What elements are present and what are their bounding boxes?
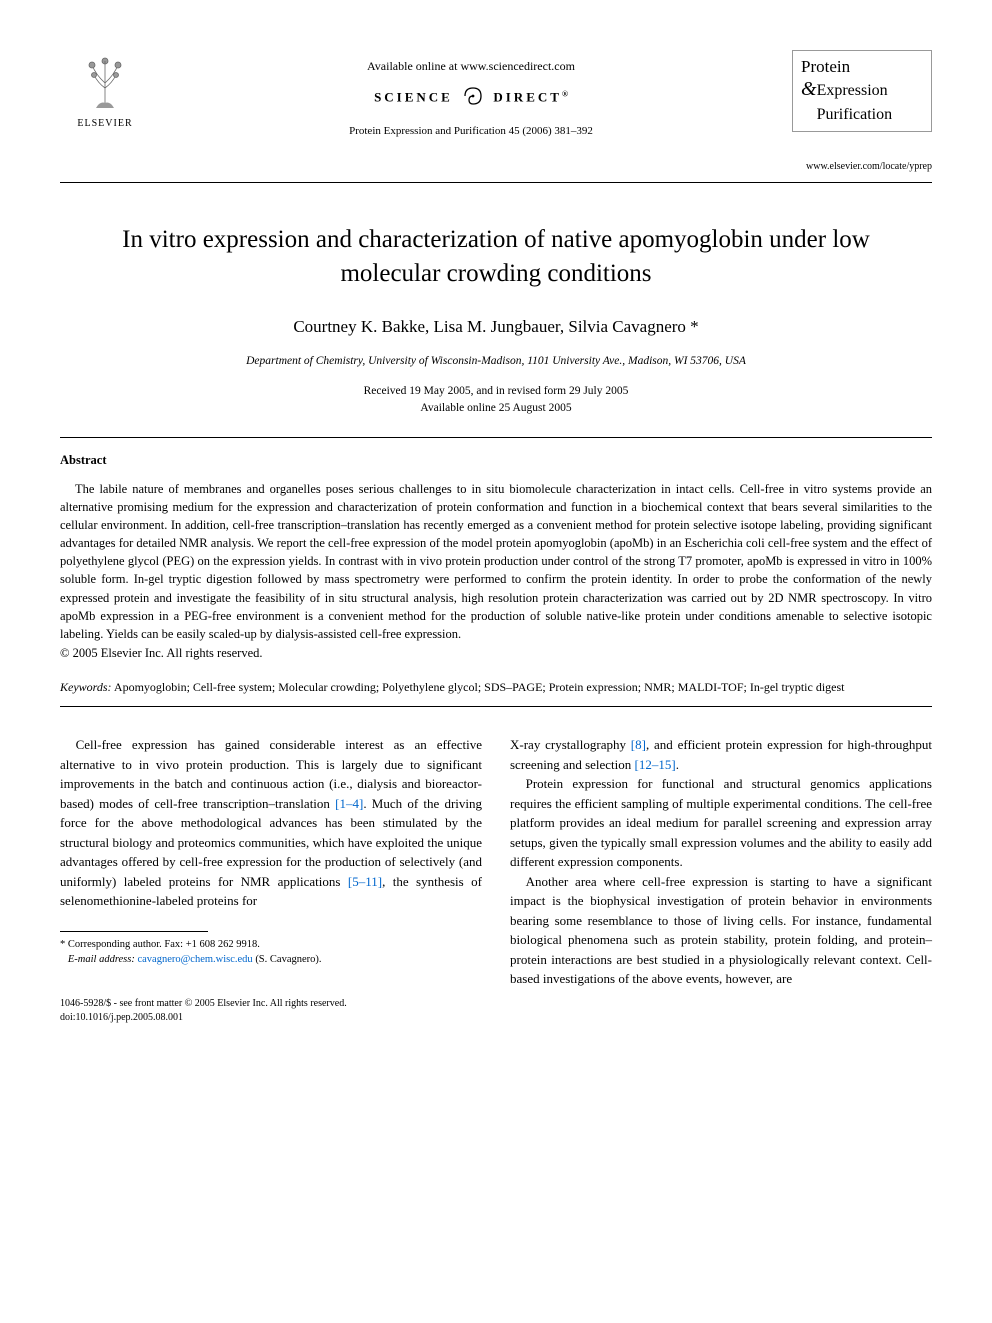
abstract-rule xyxy=(60,706,932,707)
footer-line1: 1046-5928/$ - see front matter © 2005 El… xyxy=(60,997,482,1011)
header-center: Available online at www.sciencedirect.co… xyxy=(150,50,792,139)
footer-meta: 1046-5928/$ - see front matter © 2005 El… xyxy=(60,997,482,1025)
journal-url: www.elsevier.com/locate/yprep xyxy=(792,160,932,174)
email-suffix: (S. Cavagnero). xyxy=(253,954,322,965)
journal-title-box-wrapper: Protein &Expression &Purification www.el… xyxy=(792,50,932,174)
keywords-label: Keywords: xyxy=(60,680,112,694)
ref-link-5-11[interactable]: [5–11] xyxy=(348,874,382,889)
sd-left: SCIENCE xyxy=(374,89,453,104)
sd-swirl-icon xyxy=(459,85,487,112)
col1-para1: Cell-free expression has gained consider… xyxy=(60,735,482,911)
article-dates: Received 19 May 2005, and in revised for… xyxy=(60,383,932,418)
publisher-name: ELSEVIER xyxy=(77,117,132,131)
col2-para3: Another area where cell-free expression … xyxy=(510,872,932,989)
column-left: Cell-free expression has gained consider… xyxy=(60,735,482,1025)
journal-title-box: Protein &Expression &Purification xyxy=(792,50,932,132)
sd-right: DIRECT xyxy=(493,89,562,104)
journal-line2: &Expression xyxy=(801,77,923,101)
col2-para1: X-ray crystallography [8], and efficient… xyxy=(510,735,932,774)
journal-line3: &Purification xyxy=(801,101,923,125)
corresponding-author-footnote: * Corresponding author. Fax: +1 608 262 … xyxy=(60,938,482,967)
date-received: Received 19 May 2005, and in revised for… xyxy=(60,383,932,400)
journal-header: ELSEVIER Available online at www.science… xyxy=(60,50,932,174)
footnote-corr: * Corresponding author. Fax: +1 608 262 … xyxy=(60,938,482,953)
email-label: E-mail address: xyxy=(68,954,135,965)
column-right: X-ray crystallography [8], and efficient… xyxy=(510,735,932,1025)
article-title: In vitro expression and characterization… xyxy=(90,223,902,291)
available-online-text: Available online at www.sciencedirect.co… xyxy=(150,58,792,75)
abstract-label: Abstract xyxy=(60,452,932,470)
keywords: Keywords: Apomyoglobin; Cell-free system… xyxy=(60,678,932,696)
header-rule xyxy=(60,182,932,183)
email-link[interactable]: cavagnero@chem.wisc.edu xyxy=(137,954,252,965)
ref-link-8[interactable]: [8] xyxy=(631,737,646,752)
abstract-copyright: © 2005 Elsevier Inc. All rights reserved… xyxy=(60,645,932,663)
publisher-logo: ELSEVIER xyxy=(60,50,150,131)
footer-doi: doi:10.1016/j.pep.2005.08.001 xyxy=(60,1011,482,1025)
abstract-text: The labile nature of membranes and organ… xyxy=(60,480,932,643)
abstract-section: Abstract The labile nature of membranes … xyxy=(60,452,932,662)
body-columns: Cell-free expression has gained consider… xyxy=(60,735,932,1025)
date-online: Available online 25 August 2005 xyxy=(60,400,932,417)
title-rule xyxy=(60,437,932,438)
ref-link-12-15[interactable]: [12–15] xyxy=(635,757,676,772)
footnote-email-line: E-mail address: cavagnero@chem.wisc.edu … xyxy=(60,953,482,968)
affiliation: Department of Chemistry, University of W… xyxy=(60,353,932,369)
elsevier-tree-icon xyxy=(75,50,135,115)
ref-link-1-4[interactable]: [1–4] xyxy=(335,796,363,811)
journal-line1: Protein xyxy=(801,57,923,77)
journal-reference: Protein Expression and Purification 45 (… xyxy=(150,124,792,139)
authors: Courtney K. Bakke, Lisa M. Jungbauer, Si… xyxy=(60,315,932,339)
science-direct-logo: SCIENCE DIRECT® xyxy=(150,85,792,112)
keywords-text: Apomyoglobin; Cell-free system; Molecula… xyxy=(112,680,845,694)
col2-para2: Protein expression for functional and st… xyxy=(510,774,932,872)
footnote-rule xyxy=(60,931,208,932)
